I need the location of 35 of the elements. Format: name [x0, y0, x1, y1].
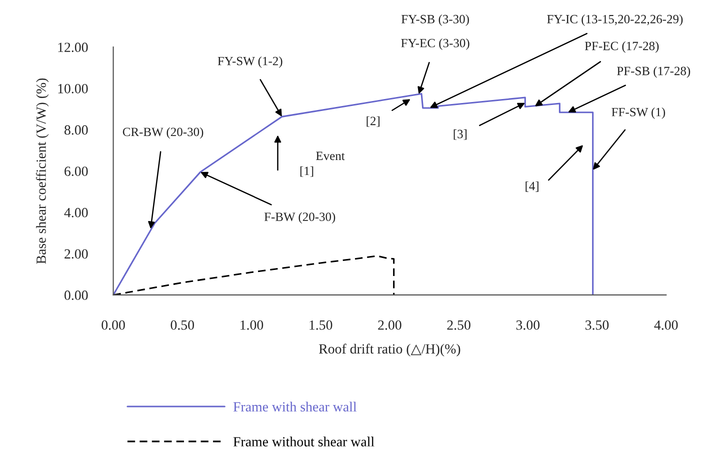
- annotation: [3]: [454, 129, 467, 140]
- annotation: PF-SB (17-28): [617, 66, 690, 78]
- x-tick-label: 3.50: [586, 320, 609, 330]
- y-tick-label: 8.00: [64, 125, 88, 135]
- y-tick-label: 6.00: [64, 166, 88, 176]
- annotation: FY-IC (13-15,20-22,26-29): [547, 14, 683, 26]
- x-tick-label: 2.00: [378, 320, 402, 330]
- x-tick-label: 1.50: [310, 320, 332, 330]
- x-tick-label: 3.00: [516, 320, 540, 330]
- x-tick-label: 0.50: [170, 320, 194, 330]
- annotation: [4]: [526, 181, 538, 192]
- annotation: [2]: [366, 116, 380, 127]
- y-tick-label: 2.00: [64, 249, 88, 259]
- text: Frame without shear wall: [233, 436, 374, 446]
- x-axis-title: Roof drift ratio (△/H)(%): [318, 344, 460, 356]
- text: Frame with shear wall: [233, 402, 357, 412]
- line-series: [113, 255, 395, 295]
- x-tick-label: 1.00: [240, 320, 264, 330]
- x-tick-label: 0.00: [102, 320, 125, 330]
- annotation: FY-EC (3-30): [401, 38, 470, 50]
- y-tick-label: 0.00: [64, 290, 88, 300]
- y-axis-title: Base shear coefficient (V/W) (%): [36, 78, 49, 264]
- annotation: CR-BW (20-30): [122, 127, 204, 139]
- annotation: PF-EC (17-28): [584, 41, 659, 53]
- annotation: FY-SW (1-2): [218, 56, 282, 68]
- y-tick-label: 12.00: [58, 42, 88, 52]
- x-tick-label: 2.50: [447, 320, 470, 330]
- x-tick-label: 4.00: [654, 320, 678, 330]
- text: FY-SB (3-30): [401, 14, 469, 26]
- annotation: [1]: [300, 166, 314, 177]
- annotation: FF-SW (1): [612, 108, 666, 119]
- y-tick-label: 10.00: [58, 84, 88, 94]
- annotation: Event: [316, 152, 345, 160]
- annotation: F-BW (20-30): [264, 212, 336, 224]
- y-tick-label: 4.00: [64, 208, 88, 218]
